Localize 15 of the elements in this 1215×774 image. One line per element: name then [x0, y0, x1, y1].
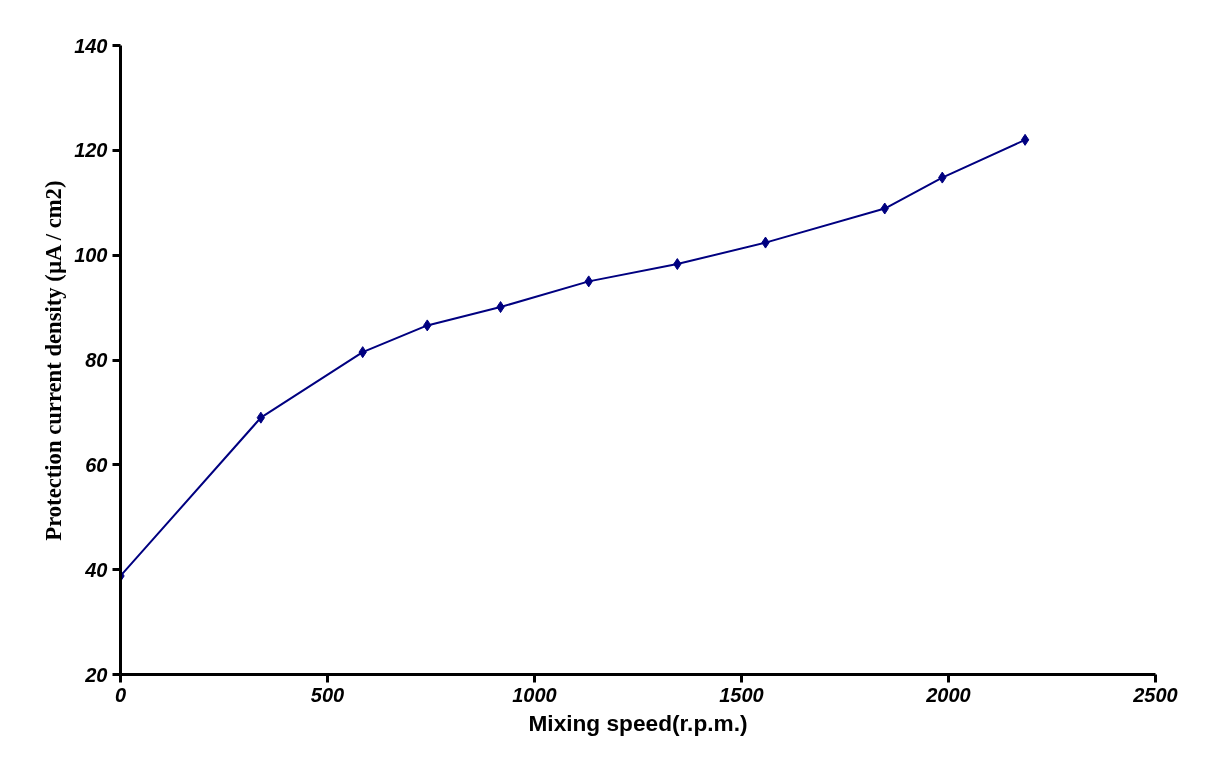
x-tick-label: 1000	[512, 683, 557, 706]
x-tick-label: 2000	[925, 683, 971, 706]
y-tick-label: 120	[74, 139, 108, 162]
y-tick-label: 20	[84, 663, 108, 686]
y-tick-label: 40	[84, 558, 108, 581]
y-tick-label: 140	[74, 34, 108, 57]
y-tick-label: 80	[85, 349, 108, 371]
x-axis-title: Mixing speed(r.p.m.)	[528, 709, 748, 736]
x-tick-label: 1500	[719, 683, 764, 706]
x-tick-label: 500	[310, 683, 345, 706]
y-tick-label: 60	[85, 453, 108, 476]
x-tick-label: 0	[114, 683, 127, 706]
y-tick-label: 100	[74, 244, 108, 267]
y-axis-title: Protection current density (µA / cm2)	[41, 180, 67, 541]
x-tick-label: 2500	[1132, 683, 1178, 706]
